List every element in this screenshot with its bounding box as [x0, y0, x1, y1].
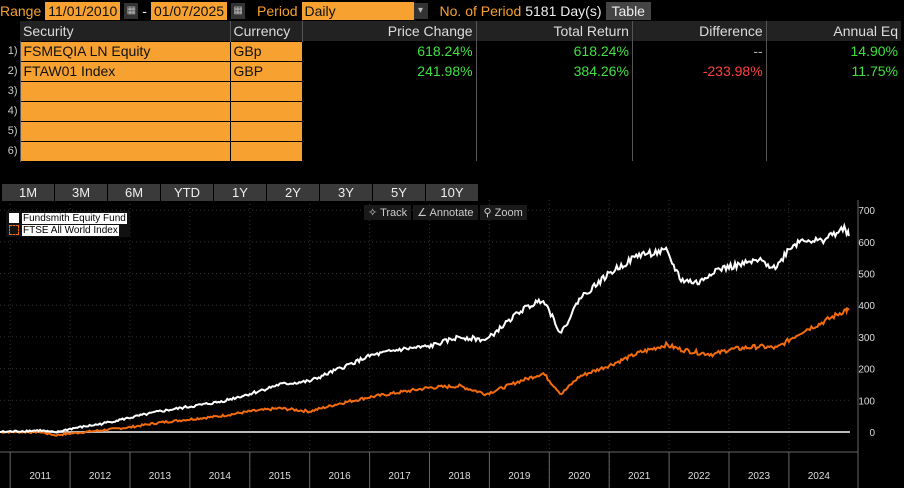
y-tick-label: 600 — [858, 238, 875, 249]
col-price-change: Price Change — [302, 21, 477, 41]
security-input[interactable] — [19, 80, 231, 102]
row-number: 1) — [3, 41, 21, 61]
range-1m-button[interactable]: 1M — [2, 184, 54, 201]
annotate-button[interactable]: ∠ Annotate — [413, 205, 478, 220]
x-tick-label: 2019 — [508, 471, 531, 482]
range-3y-button[interactable]: 3Y — [320, 184, 372, 201]
x-tick-label: 2013 — [149, 471, 172, 482]
y-tick-label: 100 — [858, 396, 875, 407]
range-2y-button[interactable]: 2Y — [267, 184, 319, 201]
start-date-input[interactable]: 11/01/2010 — [45, 1, 121, 20]
end-date-input[interactable]: 01/07/2025 — [150, 1, 228, 20]
col-total-return: Total Return — [476, 21, 633, 41]
range-6m-button[interactable]: 6M — [108, 184, 160, 201]
calendar-icon[interactable]: ▦ — [231, 2, 246, 19]
price-change: 241.98% — [302, 61, 477, 81]
legend-swatch — [9, 213, 19, 223]
range-separator: - — [142, 2, 147, 19]
col-currency: Currency — [230, 21, 303, 41]
table-row: 3) — [3, 80, 901, 102]
table-row: 5) — [3, 120, 901, 142]
x-tick-label: 2023 — [748, 471, 771, 482]
currency-cell[interactable] — [229, 120, 303, 142]
annual-eq: 11.75% — [851, 63, 898, 79]
calendar-icon[interactable]: ▦ — [124, 2, 139, 19]
zoom-button[interactable]: ⚲ Zoom — [479, 205, 527, 220]
nperiod-label: No. of Period — [439, 2, 522, 19]
col-annual-eq: Annual Eq — [766, 21, 901, 41]
col-difference: Difference — [632, 21, 767, 41]
row-number: 5) — [3, 121, 21, 141]
securities-table: Security Currency Price Change Total Ret… — [3, 21, 901, 162]
total-return: 384.26% — [476, 61, 633, 81]
x-tick-label: 2020 — [568, 471, 591, 482]
difference: -- — [632, 41, 767, 61]
security-input[interactable]: FTAW01 Index — [19, 60, 231, 82]
col-security: Security — [20, 21, 231, 41]
legend-item[interactable]: FTSE All World Index — [9, 224, 127, 236]
y-tick-label: 0 — [869, 428, 875, 439]
security-input[interactable] — [19, 140, 231, 162]
track-button[interactable]: ✧ Track — [364, 205, 412, 220]
table-row: 1) FSMEQIA LN Equity GBp 618.24% 618.24% -- 14… — [3, 40, 901, 62]
range-10y-button[interactable]: 10Y — [426, 184, 478, 201]
legend-swatch — [9, 225, 19, 235]
row-number: 2) — [3, 61, 21, 81]
range-ytd-button[interactable]: YTD — [161, 184, 213, 201]
annual-eq: 14.90% — [850, 43, 898, 59]
header-bar: Range 11/01/2010 ▦ - 01/07/2025 ▦ Period… — [0, 1, 651, 20]
pencil-icon: ∠ — [417, 207, 430, 219]
row-number: 4) — [3, 101, 21, 121]
x-tick-label: 2024 — [808, 471, 831, 482]
currency-cell[interactable]: GBP — [229, 60, 303, 82]
table-row: 4) — [3, 100, 901, 122]
magnifier-icon: ⚲ — [483, 207, 495, 219]
x-tick-label: 2011 — [29, 471, 51, 482]
currency-cell[interactable] — [229, 80, 303, 102]
currency-cell[interactable]: GBp — [229, 40, 303, 62]
y-tick-label: 400 — [858, 301, 875, 312]
period-select[interactable]: Daily — [301, 1, 414, 20]
y-tick-label: 700 — [858, 206, 875, 217]
crosshair-icon: ✧ — [368, 207, 381, 219]
chevron-down-icon[interactable]: ▾ — [413, 2, 428, 19]
range-5y-button[interactable]: 5Y — [373, 184, 425, 201]
x-tick-label: 2021 — [628, 471, 651, 482]
y-tick-label: 500 — [858, 270, 875, 281]
range-3m-button[interactable]: 3M — [55, 184, 107, 201]
table-button[interactable]: Table — [605, 1, 651, 20]
legend-item[interactable]: Fundsmith Equity Fund — [9, 212, 127, 224]
currency-cell[interactable] — [229, 140, 303, 162]
x-tick-label: 2017 — [388, 471, 411, 482]
table-row: 6) — [3, 140, 901, 162]
x-tick-label: 2015 — [269, 471, 292, 482]
security-input[interactable] — [19, 100, 231, 122]
y-tick-label: 300 — [858, 333, 875, 344]
range-label: Range — [0, 2, 42, 19]
total-return: 618.24% — [476, 41, 633, 61]
x-tick-label: 2022 — [688, 471, 711, 482]
security-input[interactable] — [19, 120, 231, 142]
chart-legend: Fundsmith Equity Fund FTSE All World Ind… — [6, 211, 130, 237]
chart-tools: ✧ Track ∠ Annotate ⚲ Zoom — [364, 205, 527, 220]
row-number: 3) — [3, 81, 21, 101]
x-tick-label: 2018 — [448, 471, 471, 482]
period-label: Period — [257, 2, 298, 19]
x-tick-label: 2014 — [209, 471, 232, 482]
currency-cell[interactable] — [229, 100, 303, 122]
price-change: 618.24% — [302, 41, 477, 61]
range-buttons: 1M 3M 6M YTD 1Y 2Y 3Y 5Y 10Y — [2, 184, 478, 201]
x-tick-label: 2012 — [89, 471, 112, 482]
series-line-fundsmith-equity-fund — [0, 222, 850, 434]
table-row: 2) FTAW01 Index GBP 241.98% 384.26% -233.98% 1… — [3, 60, 901, 82]
series-line-ftse-all-world-index — [0, 306, 850, 437]
performance-chart[interactable]: 0 100 200 300 400 500 600 700 2011 2012 2013 2014 20… — [0, 200, 904, 488]
security-input[interactable]: FSMEQIA LN Equity — [19, 40, 231, 62]
x-tick-label: 2016 — [329, 471, 352, 482]
row-number: 6) — [3, 141, 21, 161]
y-tick-label: 200 — [858, 365, 875, 376]
range-1y-button[interactable]: 1Y — [214, 184, 266, 201]
difference: -233.98% — [632, 61, 767, 81]
nperiod-value: 5181 Day(s) — [525, 2, 602, 19]
